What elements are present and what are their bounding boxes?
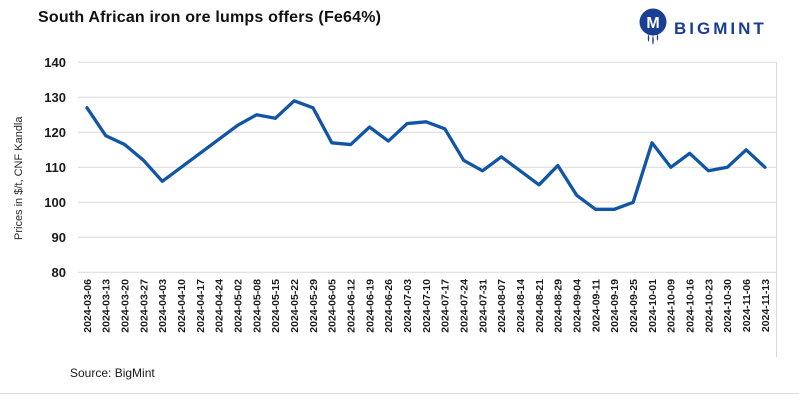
y-axis-title: Prices in $/t, CNF Kandla bbox=[13, 116, 25, 240]
y-tick-label: 80 bbox=[52, 265, 66, 280]
y-axis-labels: 80 90 100 110 120 130 140 bbox=[44, 55, 66, 280]
x-tick-label: 2024-03-13 bbox=[101, 279, 113, 333]
x-tick-label: 2024-03-06 bbox=[82, 279, 94, 333]
x-tick-label: 2024-11-06 bbox=[741, 279, 753, 332]
y-tick-label: 130 bbox=[44, 90, 66, 105]
x-tick-label: 2024-09-19 bbox=[609, 279, 621, 333]
x-tick-label: 2024-07-31 bbox=[477, 279, 489, 333]
brand-logo: M BIGMINT bbox=[636, 7, 767, 50]
brand-name: BIGMINT bbox=[674, 18, 767, 38]
x-tick-label: 2024-10-30 bbox=[722, 279, 734, 333]
chart-title: South African iron ore lumps offers (Fe6… bbox=[38, 9, 382, 26]
x-tick-label: 2024-11-13 bbox=[760, 279, 772, 332]
y-tick-label: 100 bbox=[44, 195, 66, 210]
x-tick-label: 2024-10-16 bbox=[684, 279, 696, 333]
x-tick-label: 2024-05-29 bbox=[308, 279, 320, 333]
x-tick-label: 2024-10-09 bbox=[666, 279, 678, 333]
x-axis-labels: 2024-03-06 2024-03-13 2024-03-20 2024-03-27… bbox=[82, 279, 772, 333]
x-tick-label: 2024-05-02 bbox=[232, 279, 244, 333]
price-series-line bbox=[85, 99, 767, 211]
y-tick-label: 140 bbox=[44, 55, 66, 70]
x-tick-label: 2024-05-08 bbox=[251, 279, 263, 333]
bigmint-drop-icon: M bbox=[636, 7, 670, 50]
source-note: Source: BigMint bbox=[70, 366, 155, 380]
x-tick-label: 2024-06-05 bbox=[327, 279, 339, 333]
x-tick-label: 2024-10-01 bbox=[647, 279, 659, 333]
x-tick-label: 2024-08-14 bbox=[515, 279, 527, 333]
x-tick-label: 2024-06-19 bbox=[364, 279, 376, 333]
x-tick-label: 2024-07-17 bbox=[440, 279, 452, 333]
x-tick-label: 2024-09-25 bbox=[628, 279, 640, 333]
gridlines bbox=[78, 61, 776, 273]
x-tick-label: 2024-06-12 bbox=[345, 279, 357, 333]
x-tick-label: 2024-07-10 bbox=[421, 279, 433, 333]
y-tick-label: 120 bbox=[44, 125, 66, 140]
x-tick-label: 2024-04-03 bbox=[157, 279, 169, 333]
x-tick-label: 2024-09-04 bbox=[571, 279, 583, 333]
x-tick-label: 2024-05-15 bbox=[270, 279, 282, 333]
x-tick-label: 2024-03-20 bbox=[119, 279, 131, 333]
x-tick-label: 2024-05-22 bbox=[289, 279, 301, 333]
x-tick-label: 2024-09-11 bbox=[590, 279, 602, 332]
x-tick-label: 2024-08-07 bbox=[496, 279, 508, 333]
x-tick-label: 2024-08-29 bbox=[553, 279, 565, 333]
x-tick-label: 2024-10-23 bbox=[703, 279, 715, 333]
y-tick-label: 90 bbox=[52, 230, 66, 245]
x-tick-label: 2024-04-10 bbox=[176, 279, 188, 333]
x-tick-label: 2024-06-26 bbox=[383, 279, 395, 333]
x-tick-label: 2024-04-24 bbox=[214, 279, 226, 333]
x-tick-label: 2024-07-03 bbox=[402, 279, 414, 333]
x-tick-label: 2024-07-24 bbox=[458, 279, 470, 333]
y-tick-label: 110 bbox=[45, 160, 66, 175]
x-tick-label: 2024-03-27 bbox=[138, 279, 150, 333]
x-tick-label: 2024-04-17 bbox=[195, 279, 207, 333]
svg-text:M: M bbox=[646, 15, 659, 32]
x-tick-label: 2024-08-21 bbox=[534, 279, 546, 333]
